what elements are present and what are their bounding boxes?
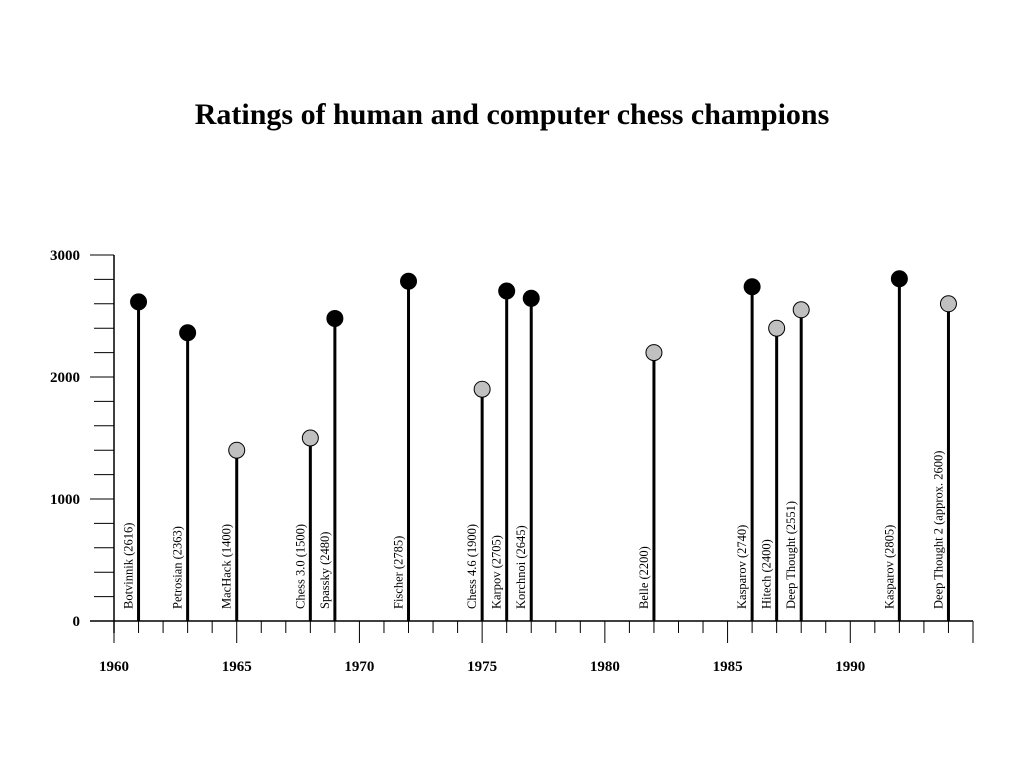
- x-tick-label: 1965: [222, 659, 252, 675]
- y-tick-label: 3000: [50, 248, 80, 264]
- data-point: [939, 295, 957, 313]
- data-label: MacHack (1400): [220, 524, 234, 609]
- data-point: [228, 441, 246, 459]
- data-point: [326, 309, 344, 327]
- y-tick-label: 1000: [50, 492, 80, 508]
- data-label: Belle (2200): [637, 546, 651, 609]
- y-tick-label: 2000: [50, 370, 80, 386]
- chart-title: Ratings of human and computer chess cham…: [194, 98, 830, 131]
- data-label: Deep Thought 2 (approx. 2600): [931, 451, 945, 609]
- data-label: Chess 4.6 (1900): [465, 524, 479, 609]
- point-labels: Botvinnik (2616) Petrosian (2363) Spassky …: [122, 451, 946, 609]
- data-label: Chess 3.0 (1500): [293, 524, 307, 609]
- data-label: Petrosian (2363): [171, 526, 185, 609]
- data-point: [522, 289, 540, 307]
- markers: [130, 270, 957, 459]
- x-tick-label: 1980: [590, 659, 620, 675]
- y-tick-label: 0: [73, 614, 81, 630]
- data-point: [400, 272, 418, 290]
- data-label: Botvinnik (2616): [122, 523, 136, 609]
- data-point: [130, 293, 148, 311]
- stems: [137, 278, 950, 621]
- data-point: [890, 270, 908, 288]
- data-point: [301, 429, 319, 447]
- data-label: Kasparov (2805): [882, 525, 896, 609]
- data-point: [768, 319, 786, 337]
- data-label: Hitech (2400): [760, 539, 774, 609]
- x-tick-label: 1970: [344, 659, 374, 675]
- data-label: Korchnoi (2645): [514, 525, 528, 609]
- data-label: Kasparov (2740): [735, 525, 749, 609]
- x-tick-label: 1975: [467, 659, 497, 675]
- data-point: [645, 344, 663, 362]
- data-point: [792, 301, 810, 319]
- data-label: Deep Thought (2551): [784, 501, 798, 609]
- data-point: [498, 282, 516, 300]
- data-label: Karpov (2705): [490, 535, 504, 609]
- data-label: Fischer (2785): [392, 536, 406, 609]
- data-point: [473, 380, 491, 398]
- data-label: Spassky (2480): [318, 532, 332, 609]
- x-tick-label: 1985: [713, 659, 743, 675]
- x-tick-label: 1960: [99, 659, 129, 675]
- data-point: [743, 278, 761, 296]
- data-point: [179, 324, 197, 342]
- x-tick-label: 1990: [835, 659, 865, 675]
